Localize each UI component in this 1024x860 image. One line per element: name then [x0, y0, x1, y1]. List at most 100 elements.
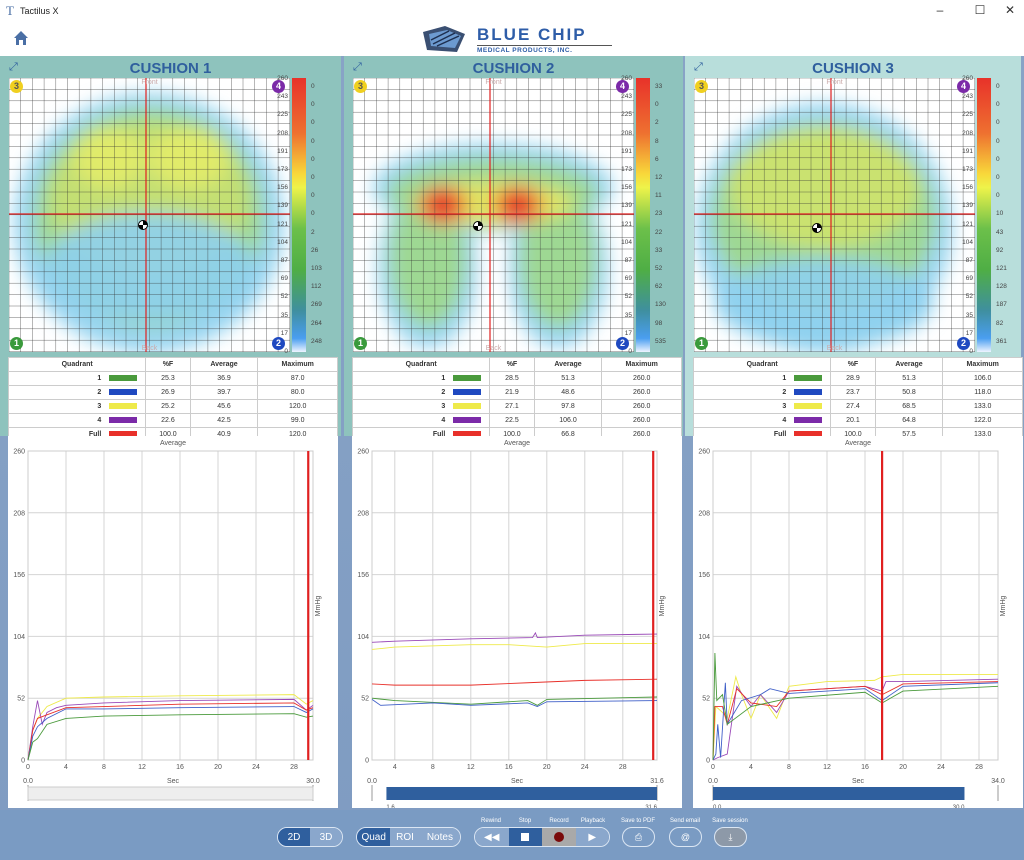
table-row: 2 26.9 39.7 80.0: [7, 385, 338, 400]
scale-count: 269: [311, 301, 322, 309]
rewind-icon: ◀◀: [484, 831, 500, 843]
scale-count: 0: [311, 119, 315, 127]
roi-tab[interactable]: ROI: [390, 828, 420, 846]
minimize-button[interactable]: –: [936, 3, 944, 17]
range-start-label: 0.0: [23, 778, 33, 785]
scale-count: 0: [311, 101, 315, 109]
selection-start-label: 1.6: [386, 805, 395, 808]
pressure-region: [44, 213, 254, 323]
record-icon: [553, 832, 564, 842]
table-cell: 80.0: [257, 385, 338, 400]
save-pdf-button[interactable]: ⎙: [622, 827, 655, 847]
x-tick-label: 20: [899, 764, 907, 771]
table-cell: 42.5: [189, 413, 259, 428]
maximize-button[interactable]: ☐: [974, 3, 986, 17]
x-tick-label: 24: [252, 764, 260, 771]
table-row: 3 25.2 45.6 120.0: [7, 399, 338, 414]
table-cell: 23.7: [830, 385, 876, 400]
x-tick-label: 0: [711, 764, 715, 771]
scale-label: 139: [277, 202, 288, 210]
y-tick-label: 52: [361, 696, 369, 703]
title-bar: T Tactilus X – ☐ ✕: [0, 0, 1024, 22]
y-axis-label: MmHg: [659, 596, 666, 617]
scale-count: 0: [996, 119, 1000, 127]
scale-count: 6: [655, 155, 659, 163]
center-of-pressure-icon: [138, 220, 148, 230]
view-2d-button[interactable]: 2D: [278, 828, 310, 846]
scale-label: 208: [962, 129, 973, 137]
scale-count: 11: [655, 192, 662, 200]
save-session-label: Save session: [712, 818, 748, 824]
expand-icon[interactable]: ⤢: [9, 61, 18, 73]
table-cell: 36.9: [189, 371, 259, 386]
expand-icon[interactable]: ⤢: [353, 61, 362, 73]
timeline-slider[interactable]: [27, 786, 314, 801]
pressure-map[interactable]: Front Back 3 4 1 2: [353, 78, 634, 352]
timeline-selection[interactable]: [386, 787, 657, 800]
table-cell: 260.0: [601, 371, 682, 386]
send-email-button[interactable]: @: [669, 827, 702, 847]
close-button[interactable]: ✕: [1004, 3, 1016, 17]
scale-count: 43: [996, 228, 1004, 236]
scale-count: 0: [996, 101, 1000, 109]
x-tick-label: 8: [102, 764, 106, 771]
cushion-title: CUSHION 1: [129, 60, 212, 77]
table-row: 1 28.5 51.3 260.0: [351, 371, 682, 386]
y-tick-label: 208: [357, 510, 369, 517]
record-label: Record: [549, 818, 569, 824]
quadrant-id: 2: [97, 389, 102, 396]
scale-label: 156: [621, 184, 632, 192]
plot-frame: [27, 450, 314, 761]
quad-tab[interactable]: Quad: [357, 828, 391, 846]
table-header: Average: [533, 357, 603, 372]
quadrant-id: 2: [441, 389, 446, 396]
quadrant-id: 2: [782, 389, 787, 396]
pressure-map[interactable]: Front Back 3 4 1 2: [9, 78, 290, 352]
expand-icon[interactable]: ⤢: [694, 61, 703, 73]
view-3d-button[interactable]: 3D: [310, 828, 342, 846]
scale-count: 0: [996, 192, 1000, 200]
quadrant-color-swatch: [109, 389, 138, 396]
timeline-selection[interactable]: [713, 787, 965, 800]
table-cell: 26.9: [145, 385, 191, 400]
scale-count: 0: [996, 155, 1000, 163]
scale-label: 156: [962, 184, 973, 192]
series-line-quadrant-3: [371, 643, 657, 650]
playback-button[interactable]: ▶: [575, 828, 609, 846]
series-line-quadrant-1: [27, 713, 314, 761]
cushion-panel-1: ⤢ CUSHION 1 Front Back 3 4 1 2 260 243 225…: [0, 56, 341, 810]
x-axis-label: Sec: [511, 778, 524, 785]
x-axis-label: Sec: [852, 778, 865, 785]
plot-frame: [712, 450, 999, 761]
x-tick-label: 20: [543, 764, 551, 771]
quadrant-3-marker: 3: [354, 80, 367, 93]
table-cell: 260.0: [601, 413, 682, 428]
scale-label: 139: [962, 202, 973, 210]
stop-button[interactable]: [508, 828, 542, 846]
pressure-map[interactable]: Front Back 3 4 1 2: [694, 78, 975, 352]
x-tick-label: 8: [431, 764, 435, 771]
rewind-button[interactable]: ◀◀: [475, 828, 509, 846]
scale-count: 0: [996, 83, 1000, 90]
x-tick-label: 24: [581, 764, 589, 771]
scale-count: 248: [311, 337, 322, 345]
scale-label: 69: [280, 275, 288, 283]
record-button[interactable]: [542, 828, 576, 846]
quadrant-1-marker: 1: [354, 337, 367, 350]
front-label: Front: [141, 79, 158, 86]
notes-tab[interactable]: Notes: [419, 828, 460, 846]
save-session-button[interactable]: ⤓: [714, 827, 747, 847]
scale-count: 82: [996, 319, 1004, 327]
quadrant-id: 1: [97, 375, 102, 382]
average-chart: Average 0 52 104 156 208 260 0 4 8 12 16 20 24 28 MmHg 0…: [8, 436, 338, 808]
range-start-label: 0.0: [708, 778, 718, 785]
quadrant-id: 3: [97, 403, 102, 410]
table-cell: 50.8: [874, 385, 944, 400]
table-row: 4 22.6 42.5 99.0: [7, 413, 338, 428]
pressure-region: [483, 243, 503, 303]
x-tick-label: 4: [64, 764, 68, 771]
x-axis-label: Sec: [167, 778, 180, 785]
home-icon[interactable]: [13, 30, 29, 46]
scale-label: 208: [277, 129, 288, 137]
y-tick-label: 104: [698, 634, 710, 641]
